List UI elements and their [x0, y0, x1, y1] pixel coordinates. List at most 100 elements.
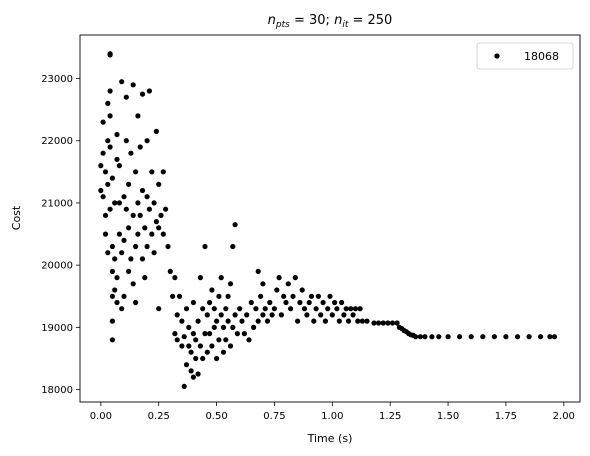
data-point [174, 337, 180, 343]
data-point [121, 293, 127, 299]
data-point [102, 212, 109, 218]
data-point [207, 299, 213, 306]
data-point [107, 113, 113, 119]
data-point [200, 306, 206, 312]
data-point [174, 312, 180, 318]
data-point [220, 349, 227, 355]
data-point [183, 362, 190, 368]
data-point [119, 79, 125, 85]
data-point [214, 355, 220, 362]
data-point [230, 324, 236, 330]
data-point [260, 281, 266, 287]
data-point [288, 306, 294, 312]
data-point [109, 175, 115, 181]
data-point [144, 243, 150, 250]
data-point [350, 312, 356, 318]
data-point [301, 306, 308, 312]
data-point [163, 206, 169, 212]
data-point [130, 82, 136, 88]
data-point [417, 334, 423, 340]
data-point [190, 299, 196, 306]
data-point [135, 113, 141, 119]
data-point [538, 334, 544, 340]
data-point [126, 268, 132, 274]
data-point [98, 163, 104, 169]
data-point [183, 306, 190, 312]
data-points [98, 51, 558, 389]
data-point [160, 231, 166, 237]
data-point [503, 334, 509, 340]
data-point [274, 287, 280, 293]
data-point [133, 243, 139, 250]
data-point [211, 306, 217, 312]
data-point [526, 334, 532, 340]
legend-label: 18068 [524, 50, 559, 63]
data-point [304, 312, 310, 318]
data-point [126, 225, 132, 231]
data-point [230, 243, 236, 250]
data-point [156, 306, 162, 312]
data-point [283, 299, 289, 306]
data-point [181, 334, 187, 340]
data-point [491, 334, 497, 340]
data-point [105, 181, 111, 187]
data-point [364, 318, 370, 324]
y-tick-label: 22000 [41, 136, 73, 147]
data-point [109, 243, 115, 250]
data-point [151, 200, 157, 206]
y-axis-ticks: 18000 19000 20000 21000 22000 23000 [41, 74, 80, 396]
data-point [341, 312, 347, 318]
data-point [262, 306, 268, 312]
data-point [216, 337, 222, 343]
title-n-pts: n [268, 13, 276, 28]
data-point [151, 250, 157, 256]
data-point [207, 331, 213, 337]
data-point [327, 293, 333, 299]
data-point [320, 299, 326, 306]
data-point [100, 194, 106, 200]
data-point [179, 343, 185, 349]
data-point [355, 318, 361, 324]
data-point [109, 318, 115, 324]
data-point [380, 320, 386, 326]
data-point [299, 287, 305, 293]
data-point [202, 331, 208, 337]
data-point [285, 281, 291, 287]
data-point [112, 287, 118, 293]
data-point [133, 299, 139, 306]
data-point [248, 299, 254, 306]
data-point [429, 334, 435, 340]
data-point [551, 334, 558, 340]
data-point [121, 194, 127, 200]
y-axis-label: Cost [10, 205, 23, 230]
data-point [255, 268, 261, 274]
data-point [156, 225, 162, 231]
data-point [128, 256, 134, 262]
data-point [172, 331, 178, 337]
x-tick-label: 0.25 [148, 411, 170, 422]
data-point [114, 299, 120, 306]
data-point [107, 88, 113, 94]
data-point [100, 150, 106, 156]
data-point [251, 324, 257, 330]
data-point [105, 138, 111, 144]
data-point [126, 181, 132, 187]
data-point [253, 306, 259, 312]
legend-marker [494, 53, 500, 59]
title-eq-it: = 250 [348, 13, 392, 28]
data-point [109, 337, 115, 343]
data-point [190, 331, 196, 337]
data-point [130, 212, 136, 218]
data-point [116, 163, 122, 169]
data-point [209, 287, 215, 293]
data-point [227, 343, 234, 349]
data-point [315, 293, 321, 299]
x-tick-label: 1.25 [379, 411, 401, 422]
data-point [394, 320, 400, 326]
data-point [218, 312, 224, 318]
data-point [107, 206, 113, 212]
data-point [311, 318, 317, 324]
data-point [102, 169, 109, 175]
